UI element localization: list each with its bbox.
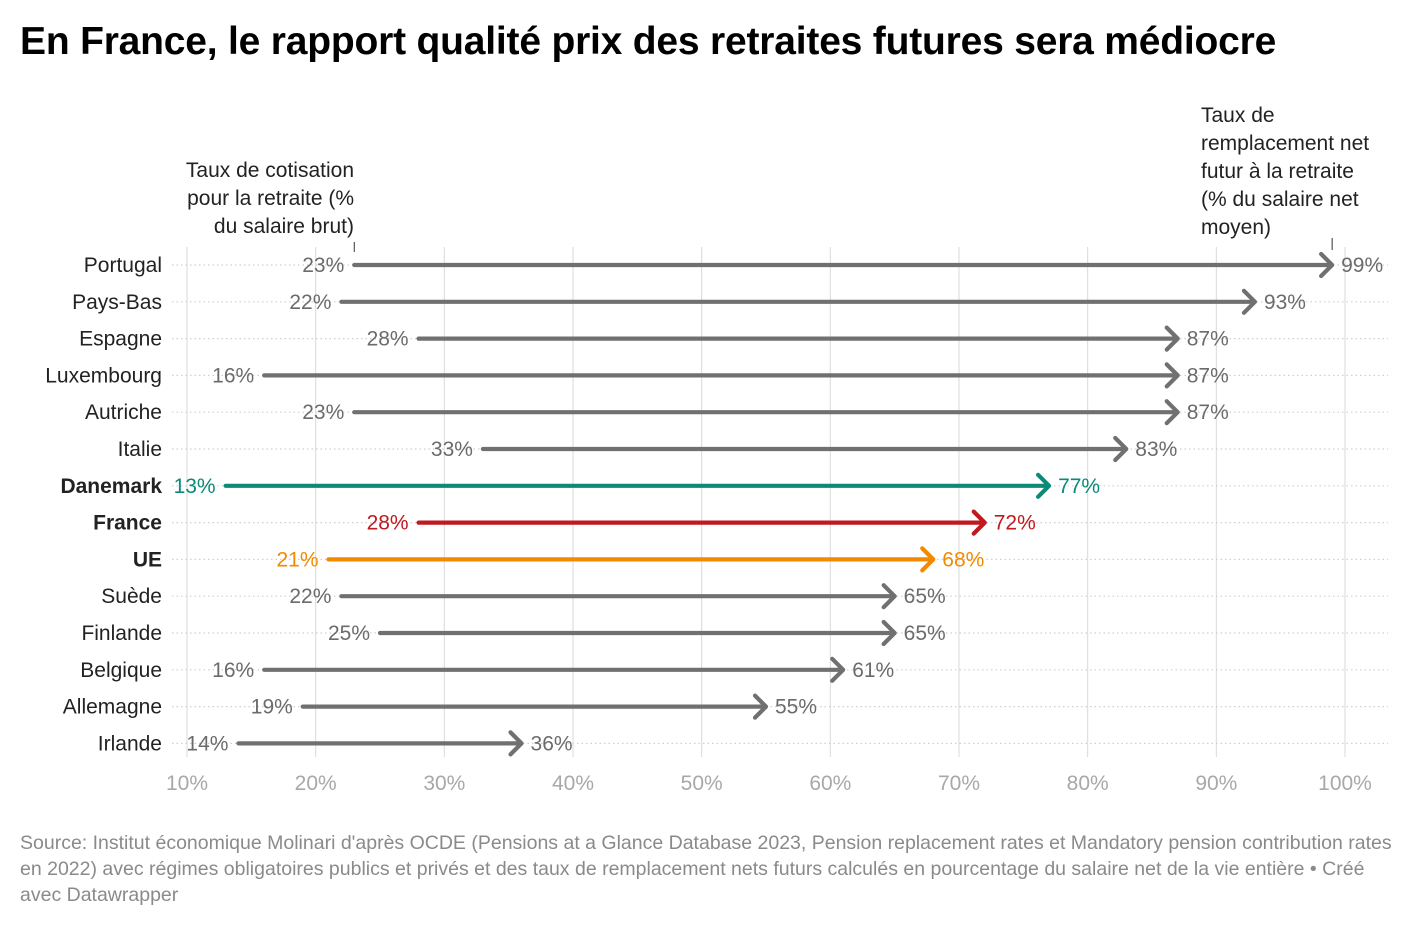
end-annotation-line: Taux de	[1201, 104, 1275, 127]
x-tick-label: 90%	[1195, 772, 1237, 795]
start-annotation-line: du salaire brut)	[214, 215, 354, 238]
start-value-label: 23%	[302, 254, 344, 277]
end-annotation-line: remplacement net	[1201, 132, 1369, 155]
start-value-label: 23%	[302, 401, 344, 424]
row-allemagne: Allemagne 19% 55%	[63, 693, 817, 720]
row-label: Suède	[101, 585, 162, 608]
x-tick-label: 50%	[681, 772, 723, 795]
end-value-label: 87%	[1187, 328, 1229, 351]
row-label: Irlande	[98, 732, 162, 755]
row-italie: Italie 33% 83%	[118, 435, 1177, 463]
end-value-label: 55%	[775, 696, 817, 719]
start-value-label: 33%	[431, 438, 473, 461]
start-value-label: 25%	[328, 622, 370, 645]
arrow-head	[1164, 362, 1180, 389]
end-value-label: 87%	[1187, 401, 1229, 424]
x-tick-label: 40%	[552, 772, 594, 795]
row-label: Luxembourg	[45, 364, 162, 387]
end-value-label: 68%	[942, 548, 984, 571]
end-annotation: Taux de remplacement net futur à la retrai…	[1201, 104, 1369, 239]
end-annotation-line: moyen)	[1201, 216, 1271, 239]
chart-title: En France, le rapport qualité prix des r…	[20, 20, 1277, 63]
row-luxembourg: Luxembourg 16% 87%	[45, 362, 1229, 389]
start-annotation-line: Taux de cotisation	[186, 159, 354, 182]
source-note: Source: Institut économique Molinari d'a…	[20, 832, 1392, 906]
arrow-head	[881, 583, 897, 610]
end-value-label: 36%	[531, 732, 573, 755]
start-value-label: 14%	[186, 732, 228, 755]
row-label: France	[93, 512, 162, 535]
arrow-head	[508, 730, 524, 757]
row-finlande: Finlande 25% 65%	[81, 619, 946, 647]
row-autriche: Autriche 23% 87%	[85, 399, 1229, 426]
row-label: Danemark	[60, 475, 162, 498]
start-annotation: Taux de cotisation pour la retraite (% du …	[186, 159, 354, 238]
row-ue: UE 21% 68%	[133, 546, 984, 573]
row-label: Belgique	[80, 659, 162, 682]
start-value-label: 28%	[367, 328, 409, 351]
arrow-head	[971, 509, 987, 536]
x-tick-label: 100%	[1318, 772, 1372, 795]
gridlines	[172, 247, 1388, 757]
arrow-head	[1164, 399, 1180, 426]
arrow-head	[1113, 435, 1129, 463]
row-label: Italie	[118, 438, 162, 461]
arrow-head	[752, 693, 769, 720]
x-tick-label: 70%	[938, 772, 980, 795]
start-annotation-line: pour la retraite (%	[187, 187, 354, 210]
row-suède: Suède 22% 65%	[101, 583, 946, 610]
row-label: Pays-Bas	[72, 291, 162, 314]
row-label: Finlande	[81, 622, 162, 645]
row-espagne: Espagne 28% 87%	[79, 325, 1229, 352]
x-tick-label: 10%	[166, 772, 208, 795]
end-value-label: 65%	[904, 585, 946, 608]
row-portugal: Portugal 23% 99%	[84, 251, 1383, 279]
start-value-label: 21%	[277, 548, 319, 571]
x-tick-label: 30%	[423, 772, 465, 795]
end-annotation-line: (% du salaire net	[1201, 188, 1359, 211]
start-value-label: 19%	[251, 696, 293, 719]
end-annotation-line: futur à la retraite	[1201, 160, 1354, 183]
start-value-label: 22%	[289, 291, 331, 314]
end-value-label: 93%	[1264, 291, 1306, 314]
end-value-label: 99%	[1341, 254, 1383, 277]
arrow-head	[1241, 288, 1258, 315]
axis-annotations: Taux de cotisation pour la retraite (% du …	[186, 104, 1369, 252]
row-label: Autriche	[85, 401, 162, 424]
x-tick-label: 80%	[1067, 772, 1109, 795]
x-tick-label: 60%	[809, 772, 851, 795]
x-tick-label: 20%	[295, 772, 337, 795]
row-label: Portugal	[84, 254, 162, 277]
end-value-label: 77%	[1058, 475, 1100, 498]
row-belgique: Belgique 16% 61%	[80, 656, 894, 683]
end-value-label: 87%	[1187, 364, 1229, 387]
arrow-head	[1164, 325, 1180, 352]
start-value-label: 16%	[212, 659, 254, 682]
row-danemark: Danemark 13% 77%	[60, 472, 1100, 499]
arrow-head	[920, 546, 936, 573]
row-irlande: Irlande 14% 36%	[98, 730, 573, 757]
arrow-head	[881, 619, 897, 647]
end-value-label: 72%	[994, 512, 1036, 535]
start-value-label: 22%	[289, 585, 331, 608]
start-value-label: 13%	[174, 475, 216, 498]
data-rows: Portugal 23% 99% Pays-Bas 22% 93% Espagne 28% 87…	[45, 251, 1383, 757]
arrow-head	[1035, 472, 1052, 499]
start-value-label: 16%	[212, 364, 254, 387]
row-label: Allemagne	[63, 696, 162, 719]
start-value-label: 28%	[367, 512, 409, 535]
row-label: Espagne	[79, 328, 162, 351]
x-axis: 10% 20% 30% 40% 50% 60% 70% 80% 90% 100%	[166, 772, 1372, 795]
row-pays-bas: Pays-Bas 22% 93%	[72, 288, 1306, 315]
end-value-label: 65%	[904, 622, 946, 645]
row-label: UE	[133, 548, 162, 571]
arrow-head	[830, 656, 846, 683]
end-value-label: 61%	[852, 659, 894, 682]
arrow-head	[1319, 251, 1335, 279]
end-value-label: 83%	[1135, 438, 1177, 461]
row-france: France 28% 72%	[93, 509, 1036, 536]
